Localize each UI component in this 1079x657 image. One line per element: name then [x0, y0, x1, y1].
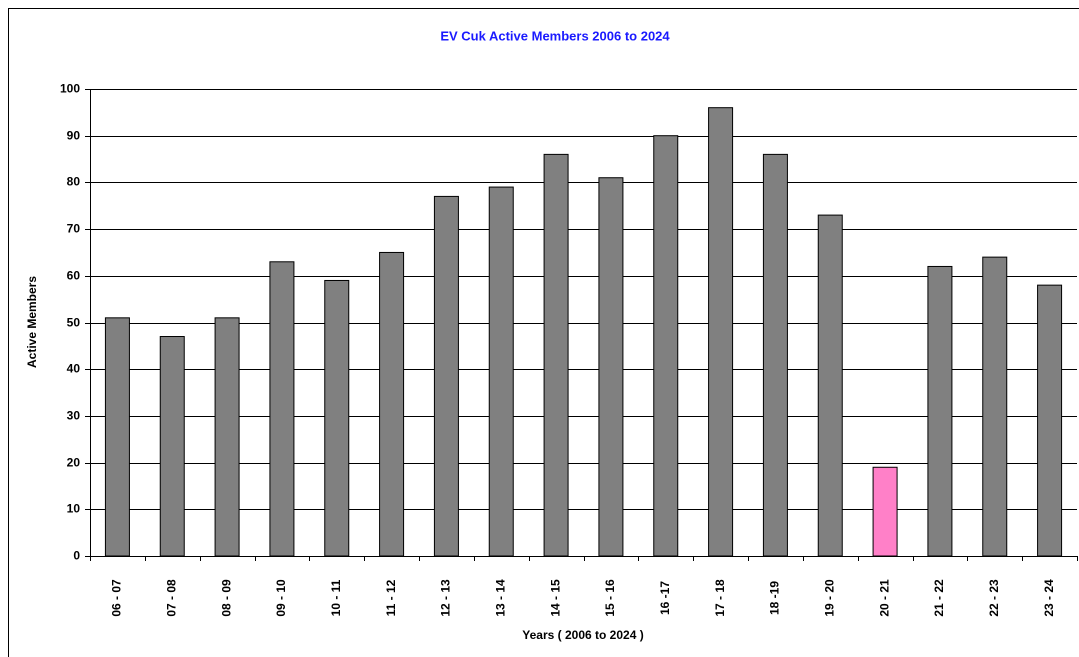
x-tick-label: 09 - 10	[274, 579, 288, 617]
bar	[872, 466, 898, 557]
y-tick-label: 70	[67, 222, 81, 236]
x-tick-label: 06 - 07	[110, 579, 124, 617]
x-tick-label: 16 -17	[658, 581, 672, 615]
bar	[433, 195, 459, 557]
x-tick-label: 19 - 20	[822, 579, 836, 617]
x-tick-label: 21 - 22	[932, 579, 946, 617]
bar	[927, 265, 953, 557]
y-tick-label: 10	[67, 502, 81, 516]
y-tick-label: 100	[60, 82, 80, 96]
y-tick-label: 30	[67, 409, 81, 423]
bar	[379, 251, 405, 557]
bar	[1037, 284, 1063, 557]
x-tick-label: 20 - 21	[877, 579, 891, 617]
bar	[214, 317, 240, 557]
y-tick-label: 0	[73, 549, 80, 563]
x-tick-label: 14 - 15	[548, 579, 562, 617]
x-tick-label: 15 - 16	[603, 579, 617, 617]
bar	[488, 186, 514, 557]
bar	[269, 261, 295, 557]
x-tick-label: 13 - 14	[493, 579, 507, 617]
x-tick-label: 17 - 18	[713, 579, 727, 617]
y-axis-label: Active Members	[25, 276, 39, 368]
x-tick-label: 11 - 12	[384, 579, 398, 616]
x-axis-label: Years ( 2006 to 2024 )	[522, 628, 643, 642]
bar	[982, 256, 1008, 557]
y-tick-label: 40	[67, 362, 81, 376]
y-tick-label: 80	[67, 175, 81, 189]
x-tick-label: 08 - 09	[219, 579, 233, 617]
bar	[708, 107, 734, 557]
bar	[598, 177, 624, 557]
x-tick-label: 23 - 24	[1042, 579, 1056, 617]
x-tick-label: 07 - 08	[164, 579, 178, 617]
x-tick-label: 18 -19	[768, 581, 782, 615]
bar	[104, 317, 130, 557]
y-tick-label: 60	[67, 269, 81, 283]
bar	[817, 214, 843, 557]
bar	[762, 153, 788, 557]
bar	[653, 135, 679, 557]
bar	[159, 336, 185, 557]
x-tick-label: 22 - 23	[987, 579, 1001, 617]
x-tick-label: 12 - 13	[439, 579, 453, 617]
bar	[543, 153, 569, 557]
y-tick-label: 90	[67, 129, 81, 143]
bar	[324, 279, 350, 557]
y-tick-label: 50	[67, 316, 81, 330]
x-tick-label: 10 - 11	[329, 579, 343, 616]
chart-title: EV Cuk Active Members 2006 to 2024	[440, 28, 670, 43]
y-tick-label: 20	[67, 456, 81, 470]
